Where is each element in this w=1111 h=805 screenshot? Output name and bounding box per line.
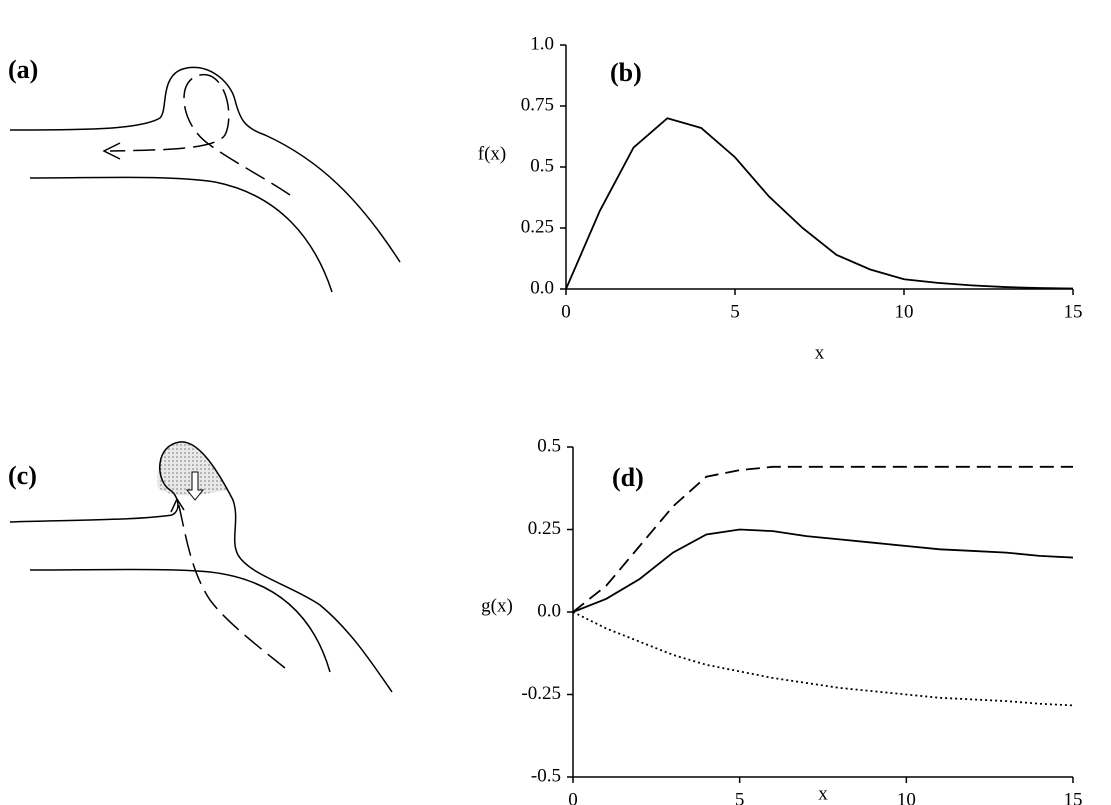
data-line (572, 528, 1074, 613)
panel-label: (a) (8, 55, 38, 84)
x-tick-label: 5 (730, 301, 740, 322)
x-tick-label: 15 (1064, 301, 1083, 322)
channel-wall (9, 66, 401, 263)
x-tick-label: 5 (735, 789, 745, 805)
data-line (565, 117, 1074, 290)
y-tick-label: -0.25 (521, 683, 561, 704)
y-tick-label: 1.0 (530, 33, 554, 54)
y-tick-label: 0.5 (530, 155, 554, 176)
x-axis-label: x (818, 783, 828, 804)
panel-label: (c) (8, 461, 37, 490)
y-tick-label: 0.25 (521, 216, 554, 237)
channel-wall (9, 441, 393, 693)
channel-wall (29, 176, 333, 293)
x-tick-label: 15 (1064, 789, 1083, 805)
x-tick-label: 0 (568, 789, 578, 805)
x-tick-label: 10 (897, 789, 916, 805)
arrow-head (102, 142, 121, 160)
channel-wall (29, 568, 331, 673)
arrow-head (170, 497, 185, 513)
y-tick-label: -0.5 (531, 765, 561, 786)
hollow-arrow (185, 471, 205, 501)
stippled-region (157, 442, 228, 496)
y-tick-label: 0.5 (537, 435, 561, 456)
flow-path (109, 74, 291, 196)
y-tick-label: 0.0 (537, 600, 561, 621)
y-tick-label: 0.25 (528, 518, 561, 539)
panel-label: (d) (612, 463, 644, 492)
y-tick-label: 0.75 (521, 94, 554, 115)
flow-path (177, 501, 286, 669)
panel-label: (b) (610, 58, 642, 87)
y-tick-label: 0.0 (530, 277, 554, 298)
y-axis-label: f(x) (478, 143, 506, 164)
data-line (572, 465, 1073, 613)
x-tick-label: 0 (561, 301, 571, 322)
y-axis-label: g(x) (481, 595, 513, 616)
data-line (572, 611, 1074, 707)
x-axis-label: x (815, 342, 825, 363)
x-tick-label: 10 (895, 301, 914, 322)
